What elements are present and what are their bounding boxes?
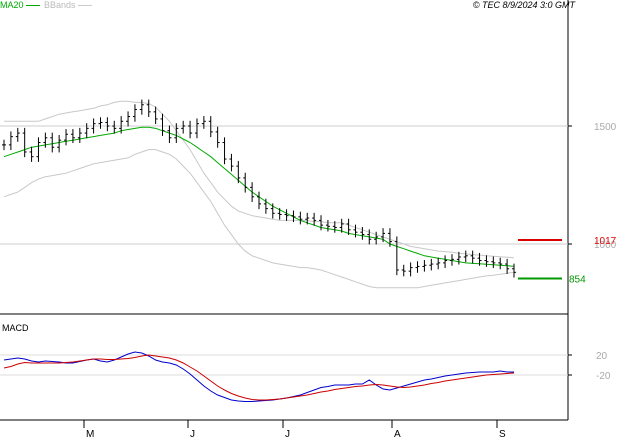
x-tick-label: S <box>499 429 506 440</box>
macd-panel-label: MACD <box>2 323 29 333</box>
legend-ma20: MA20 <box>0 0 24 10</box>
x-tick-label: M <box>86 429 94 440</box>
level-label: 854 <box>569 274 586 285</box>
source-stamp: © TEC 8/9/2024 3:0 GMT <box>472 0 575 10</box>
y-tick-label: 1000 <box>594 240 617 251</box>
macd-series-line <box>3 351 514 402</box>
macd-y-tick-label: -20 <box>596 371 611 382</box>
x-tick-label: J <box>190 429 195 440</box>
y-tick-label: 1500 <box>594 122 617 133</box>
bbands-upper <box>4 100 515 259</box>
bbands-lower <box>3 149 515 289</box>
legend-bbands: BBands <box>44 0 76 10</box>
macd-series-line <box>3 354 515 401</box>
x-tick-label: A <box>394 429 401 440</box>
legend-ma20-swatch <box>25 5 40 7</box>
x-tick-label: J <box>285 429 290 440</box>
macd-y-tick-label: 20 <box>596 351 608 362</box>
level-label: 1017 <box>594 236 617 247</box>
legend: MA20 BBands <box>0 0 94 10</box>
legend-bbands-swatch <box>77 5 92 7</box>
